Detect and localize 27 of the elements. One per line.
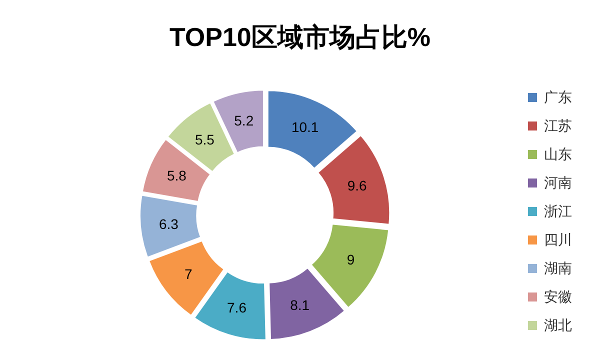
legend-label: 四川 xyxy=(544,232,572,248)
data-label: 9.6 xyxy=(347,178,368,194)
chart-title: TOP10区域市场占比% xyxy=(169,22,431,52)
data-label: 5.2 xyxy=(234,112,254,129)
data-label: 7.6 xyxy=(227,299,247,316)
legend-label: 广东 xyxy=(544,90,572,106)
data-label: 8.1 xyxy=(290,297,310,314)
legend-label: 山东 xyxy=(544,147,572,163)
data-label: 5.5 xyxy=(194,131,215,148)
donut-slice xyxy=(148,240,224,316)
data-label: 5.8 xyxy=(166,168,187,184)
legend-label: 湖南 xyxy=(544,261,572,277)
legend-label: 河南 xyxy=(544,176,572,192)
data-label: 6.3 xyxy=(159,216,179,232)
data-label: 10.1 xyxy=(291,119,319,136)
donut-slice xyxy=(194,271,266,340)
legend-label: 浙江 xyxy=(544,204,572,220)
data-label: 7 xyxy=(184,266,193,282)
data-label: 9 xyxy=(346,252,355,268)
donut-slice xyxy=(140,194,202,258)
donut-slice xyxy=(167,102,235,172)
donut-slice xyxy=(268,268,346,340)
donut-slice xyxy=(212,90,264,154)
legend-label: 湖北 xyxy=(544,318,572,334)
legend-label: 安徽 xyxy=(544,290,572,306)
legend-label: 江苏 xyxy=(544,118,572,134)
donut-slice xyxy=(310,224,390,308)
